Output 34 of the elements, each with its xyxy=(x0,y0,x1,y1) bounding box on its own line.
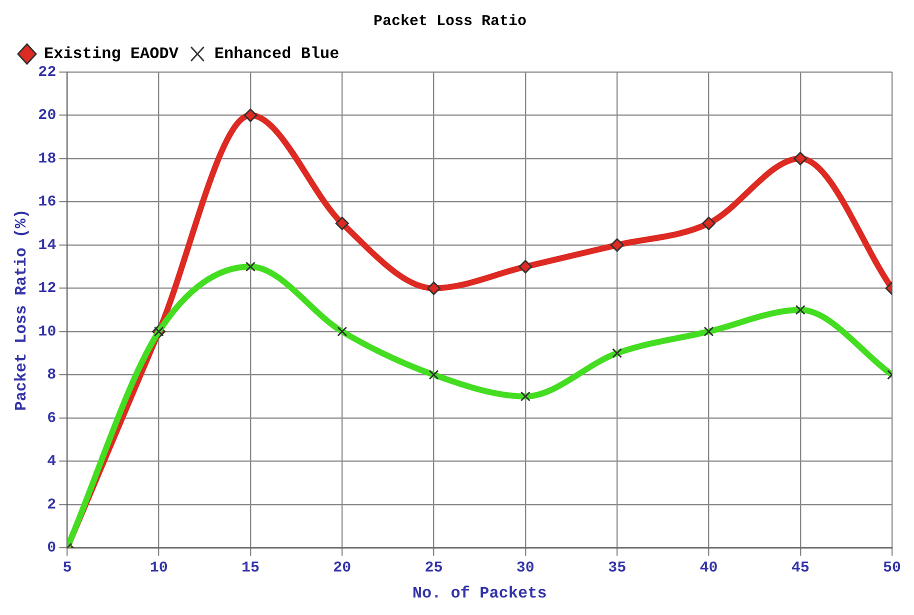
x-tick-label: 50 xyxy=(882,560,902,577)
x-tick-label: 45 xyxy=(791,560,810,577)
point xyxy=(427,282,441,296)
y-tick-label: 6 xyxy=(47,410,56,427)
point xyxy=(702,216,716,230)
y-tick-label: 10 xyxy=(38,323,56,340)
y-axis-title: Packet Loss Ratio (%) xyxy=(12,209,31,411)
x-tick-label: 10 xyxy=(150,560,168,577)
chart-title: Packet Loss Ratio xyxy=(373,12,527,30)
x-tick-label: 15 xyxy=(241,560,260,577)
x-tick-label: 5 xyxy=(62,560,72,577)
x-tick-label: 40 xyxy=(700,560,718,577)
point xyxy=(610,238,624,252)
y-tick-label: 22 xyxy=(38,64,56,81)
y-tick-label: 14 xyxy=(38,236,56,254)
point xyxy=(794,152,808,166)
legend-label: Enhanced Blue xyxy=(214,45,340,64)
legend-label: Existing EAODV xyxy=(44,45,179,64)
point xyxy=(244,108,258,122)
x-axis-title: No. of Packets xyxy=(412,584,547,602)
x-tick-label: 25 xyxy=(424,560,443,577)
y-tick-label: 18 xyxy=(38,150,56,168)
y-tick-label: 20 xyxy=(38,107,56,124)
point xyxy=(335,216,349,230)
y-tick-label: 0 xyxy=(47,540,56,557)
y-tick-label: 2 xyxy=(47,496,56,514)
x-tick-label: 20 xyxy=(333,560,352,577)
point xyxy=(518,260,532,274)
y-tick-label: 12 xyxy=(38,280,56,298)
y-tick-label: 16 xyxy=(38,194,56,211)
x-tick-label: 30 xyxy=(516,560,534,577)
x-tick-label: 35 xyxy=(608,560,626,577)
y-tick-label: 4 xyxy=(47,453,56,470)
y-tick-label: 8 xyxy=(47,366,56,384)
